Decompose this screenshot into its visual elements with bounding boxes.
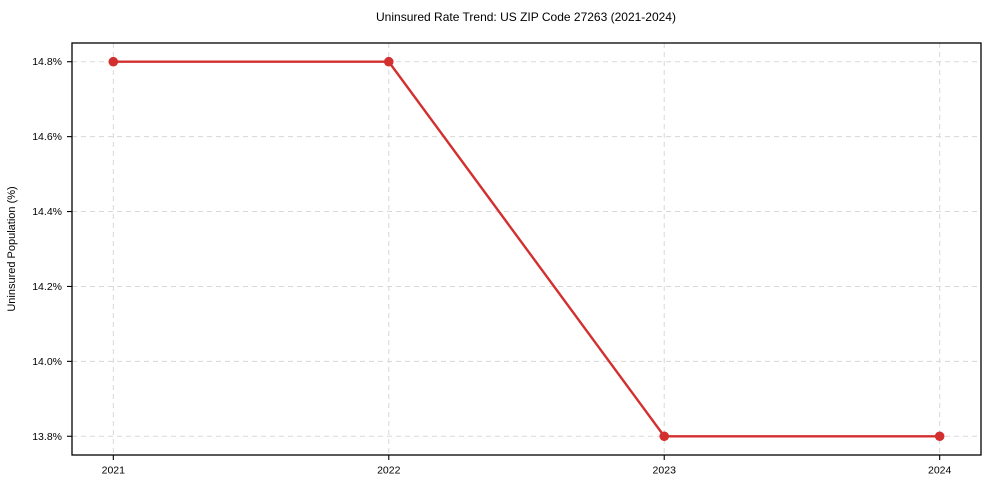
x-tick-label: 2023: [653, 465, 677, 477]
data-point-marker: [659, 431, 670, 442]
x-tick-label: 2024: [928, 465, 952, 477]
y-tick-label: 14.4%: [32, 206, 62, 218]
y-tick-label: 13.8%: [32, 431, 62, 443]
y-tick-label: 14.8%: [32, 56, 62, 68]
y-tick-label: 14.2%: [32, 281, 62, 293]
y-tick-label: 14.0%: [32, 356, 62, 368]
axes: 13.8% 14.0% 14.2% 14.4% 14.6% 14.8% 2021 2022 20…: [32, 42, 982, 477]
data-point-marker: [934, 431, 945, 442]
series-line: [112, 60, 941, 438]
y-axis-label: Uninsured Population (%): [6, 186, 18, 311]
data-series: [108, 56, 945, 442]
data-point-marker: [108, 56, 119, 67]
x-tick-label: 2022: [377, 465, 401, 477]
data-point-marker: [383, 56, 394, 67]
gridlines: [72, 43, 981, 455]
y-tick-label: 14.6%: [32, 131, 62, 143]
chart-title: Uninsured Rate Trend: US ZIP Code 27263 …: [376, 10, 676, 24]
plot-frame: [71, 42, 982, 456]
x-tick-label: 2021: [102, 465, 126, 477]
